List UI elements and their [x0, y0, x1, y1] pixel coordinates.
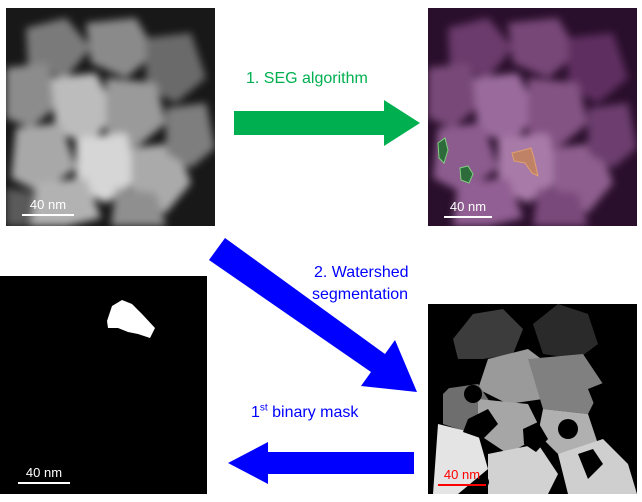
scale-bar-line — [18, 482, 70, 484]
step2-label: 2. Watershed segmentation — [312, 262, 409, 306]
scale-bar-label: 40 nm — [443, 467, 481, 482]
segmented-particle — [437, 137, 449, 164]
step3-label: 1st binary mask — [251, 402, 358, 424]
scale-bar: 40 nm — [22, 198, 74, 220]
scale-bar-line — [438, 484, 486, 486]
step1-label: 1. SEG algorithm — [246, 70, 368, 87]
scale-bar: 40 nm — [438, 468, 486, 490]
scale-bar: 40 nm — [18, 466, 70, 488]
scale-bar-label: 40 nm — [449, 199, 487, 214]
scale-bar-line — [444, 216, 492, 218]
segmented-particle — [459, 165, 474, 184]
seg-result-image: 40 nm — [428, 8, 637, 226]
scale-bar-line — [22, 214, 74, 216]
step2-line2: segmentation — [312, 286, 409, 303]
segmented-particle — [511, 147, 539, 177]
binary-mask-image: 40 nm — [0, 276, 207, 494]
step3-num: 1 — [251, 404, 260, 421]
diagonal-arrow-icon — [209, 238, 417, 392]
scale-bar-label: 40 nm — [29, 197, 67, 212]
step3-sup: st — [259, 402, 268, 414]
mask-particle — [107, 300, 155, 338]
step2-line1: 2. Watershed — [314, 264, 409, 281]
original-tem-image: 40 nm — [6, 8, 215, 226]
left-arrow-icon — [228, 442, 414, 484]
watershed-result-image: 40 nm — [428, 304, 637, 494]
scale-bar: 40 nm — [444, 200, 492, 222]
right-arrow-icon — [234, 100, 420, 146]
step3-text: binary mask — [267, 404, 359, 421]
scale-bar-label: 40 nm — [25, 465, 63, 480]
